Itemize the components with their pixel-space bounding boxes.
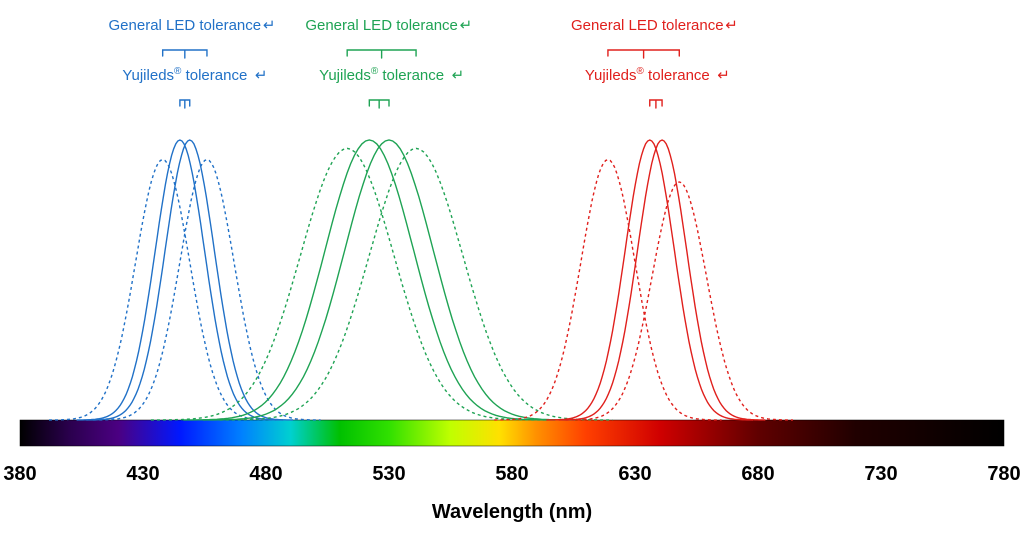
blue-yuji-bracket xyxy=(180,100,190,108)
blue-general-label: General LED tolerance xyxy=(109,17,262,34)
blue-curve xyxy=(86,140,293,420)
return-glyph: ↵ xyxy=(452,67,465,84)
return-glyph: ↵ xyxy=(725,17,738,34)
red-curve xyxy=(546,140,753,420)
chart-svg: General LED tolerance↵Yujileds® toleranc… xyxy=(0,0,1024,552)
green-yuji-label: Yujileds® tolerance xyxy=(319,66,444,84)
return-glyph: ↵ xyxy=(717,67,730,84)
x-tick-label: 480 xyxy=(249,463,282,485)
x-tick-label: 730 xyxy=(864,463,897,485)
x-tick-label: 630 xyxy=(618,463,651,485)
x-tick-label: 580 xyxy=(495,463,528,485)
x-tick-label: 680 xyxy=(741,463,774,485)
red-general-label: General LED tolerance xyxy=(571,17,724,34)
x-tick-label: 780 xyxy=(987,463,1020,485)
return-glyph: ↵ xyxy=(263,17,276,34)
return-glyph: ↵ xyxy=(255,67,268,84)
blue-general-bracket xyxy=(163,50,207,58)
green-curve xyxy=(183,140,555,420)
red-curve xyxy=(559,140,766,420)
green-general-label: General LED tolerance xyxy=(305,17,458,34)
red-curve xyxy=(494,160,721,420)
x-tick-label: 380 xyxy=(3,463,36,485)
x-tick-label: 430 xyxy=(126,463,159,485)
red-yuji-bracket xyxy=(650,100,662,108)
blue-curve xyxy=(77,140,284,420)
green-general-bracket xyxy=(347,50,416,58)
green-yuji-bracket xyxy=(369,100,389,108)
spectrum-band xyxy=(20,420,1004,446)
blue-yuji-label: Yujileds® tolerance xyxy=(122,66,247,84)
red-yuji-label: Yujileds® tolerance xyxy=(585,66,710,84)
x-tick-label: 530 xyxy=(372,463,405,485)
return-glyph: ↵ xyxy=(460,17,473,34)
x-axis-title: Wavelength (nm) xyxy=(432,501,592,523)
led-tolerance-chart: General LED tolerance↵Yujileds® toleranc… xyxy=(0,0,1024,552)
red-general-bracket xyxy=(608,50,679,58)
